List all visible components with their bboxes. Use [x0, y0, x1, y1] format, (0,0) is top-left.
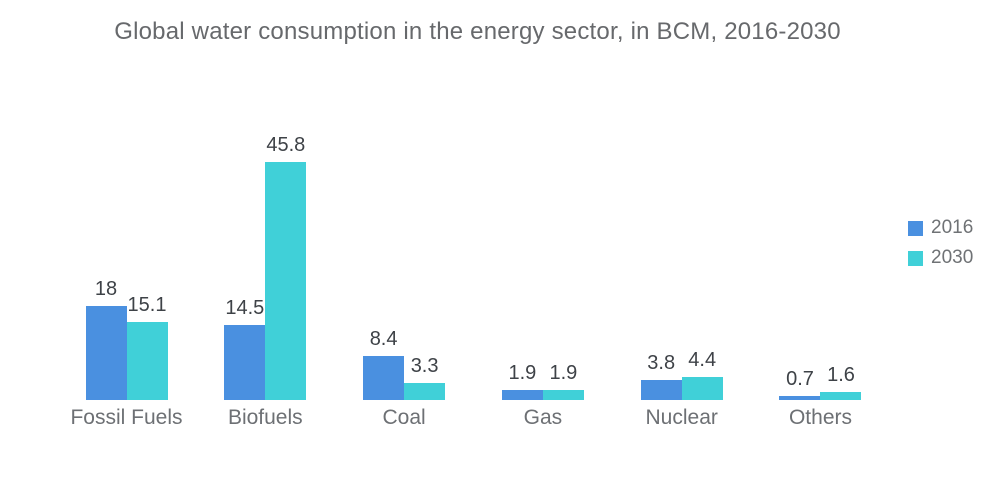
bar-value-label: 1.6	[827, 363, 855, 386]
bar-group-gas: 1.9 1.9	[501, 362, 584, 400]
bar-value-label: 4.4	[688, 349, 717, 372]
bar-group-nuclear: 3.8 4.4	[640, 349, 723, 400]
bar-2016	[85, 306, 127, 400]
bar-group-biofuels: 14.5 45.8	[224, 134, 307, 400]
bar-value-label: 8.4	[369, 328, 398, 351]
legend-swatch-2016	[908, 220, 923, 236]
category-label: Others	[788, 406, 852, 429]
legend: 2016 2030	[908, 217, 973, 269]
bar-wrap: 45.8	[265, 133, 307, 400]
category-axis: Fossil Fuels Biofuels Coal Gas Nuclear Others	[70, 406, 862, 430]
category-label: Coal	[382, 406, 426, 429]
bar-value-label: 14.5	[225, 296, 265, 319]
bar-wrap: 8.4	[363, 328, 405, 400]
legend-swatch-2030	[908, 250, 923, 266]
bar-2016	[224, 324, 266, 400]
bar-2016	[640, 380, 682, 400]
bar-2030	[681, 377, 723, 400]
bar-wrap: 14.5	[224, 296, 266, 400]
bar-wrap: 3.3	[404, 354, 446, 400]
bar-value-label: 1.9	[508, 362, 537, 385]
category-label: Fossil Fuels	[70, 406, 183, 429]
bar-value-label: 3.3	[410, 354, 439, 377]
bar-wrap: 3.8	[640, 352, 682, 400]
category-label: Nuclear	[645, 406, 718, 429]
legend-item-2030: 2030	[908, 247, 973, 269]
legend-item-2016: 2016	[908, 217, 973, 239]
legend-label-2030: 2030	[931, 247, 974, 268]
bar-wrap: 0.7	[779, 368, 821, 400]
bar-value-label: 15.1	[127, 293, 167, 316]
legend-label-2016: 2016	[931, 217, 974, 238]
bar-2030	[126, 321, 168, 400]
bar-group-others: 0.7 1.6	[779, 364, 862, 400]
bar-wrap: 18	[85, 278, 127, 400]
bar-wrap: 4.4	[681, 349, 723, 400]
bar-2030	[265, 161, 307, 400]
bar-2030	[542, 390, 584, 400]
bar-2016	[363, 356, 405, 400]
plot-area: 18 15.1 14.5 45.8 8.4 3.3 1.9 1.9 3.8 4.4 0.7 1.6	[85, 110, 862, 400]
chart-title: Global water consumption in the energy s…	[114, 18, 841, 45]
bar-wrap: 1.6	[820, 363, 862, 400]
bar-value-label: 1.9	[549, 362, 578, 385]
bar-value-label: 3.8	[647, 352, 676, 375]
bar-group-coal: 8.4 3.3	[363, 328, 446, 400]
bar-2016	[779, 396, 821, 400]
bar-value-label: 18	[94, 278, 118, 301]
category-label: Biofuels	[227, 406, 303, 429]
bar-value-label: 0.7	[786, 368, 814, 391]
bar-wrap: 1.9	[542, 362, 584, 400]
bar-2016	[501, 390, 543, 400]
bar-2030	[820, 391, 862, 400]
bar-wrap: 15.1	[126, 293, 168, 400]
bar-group-fossil-fuels: 18 15.1	[85, 278, 168, 400]
bar-wrap: 1.9	[501, 362, 543, 400]
bar-2030	[404, 382, 446, 400]
bar-value-label: 45.8	[266, 133, 306, 156]
category-label: Gas	[523, 406, 563, 429]
